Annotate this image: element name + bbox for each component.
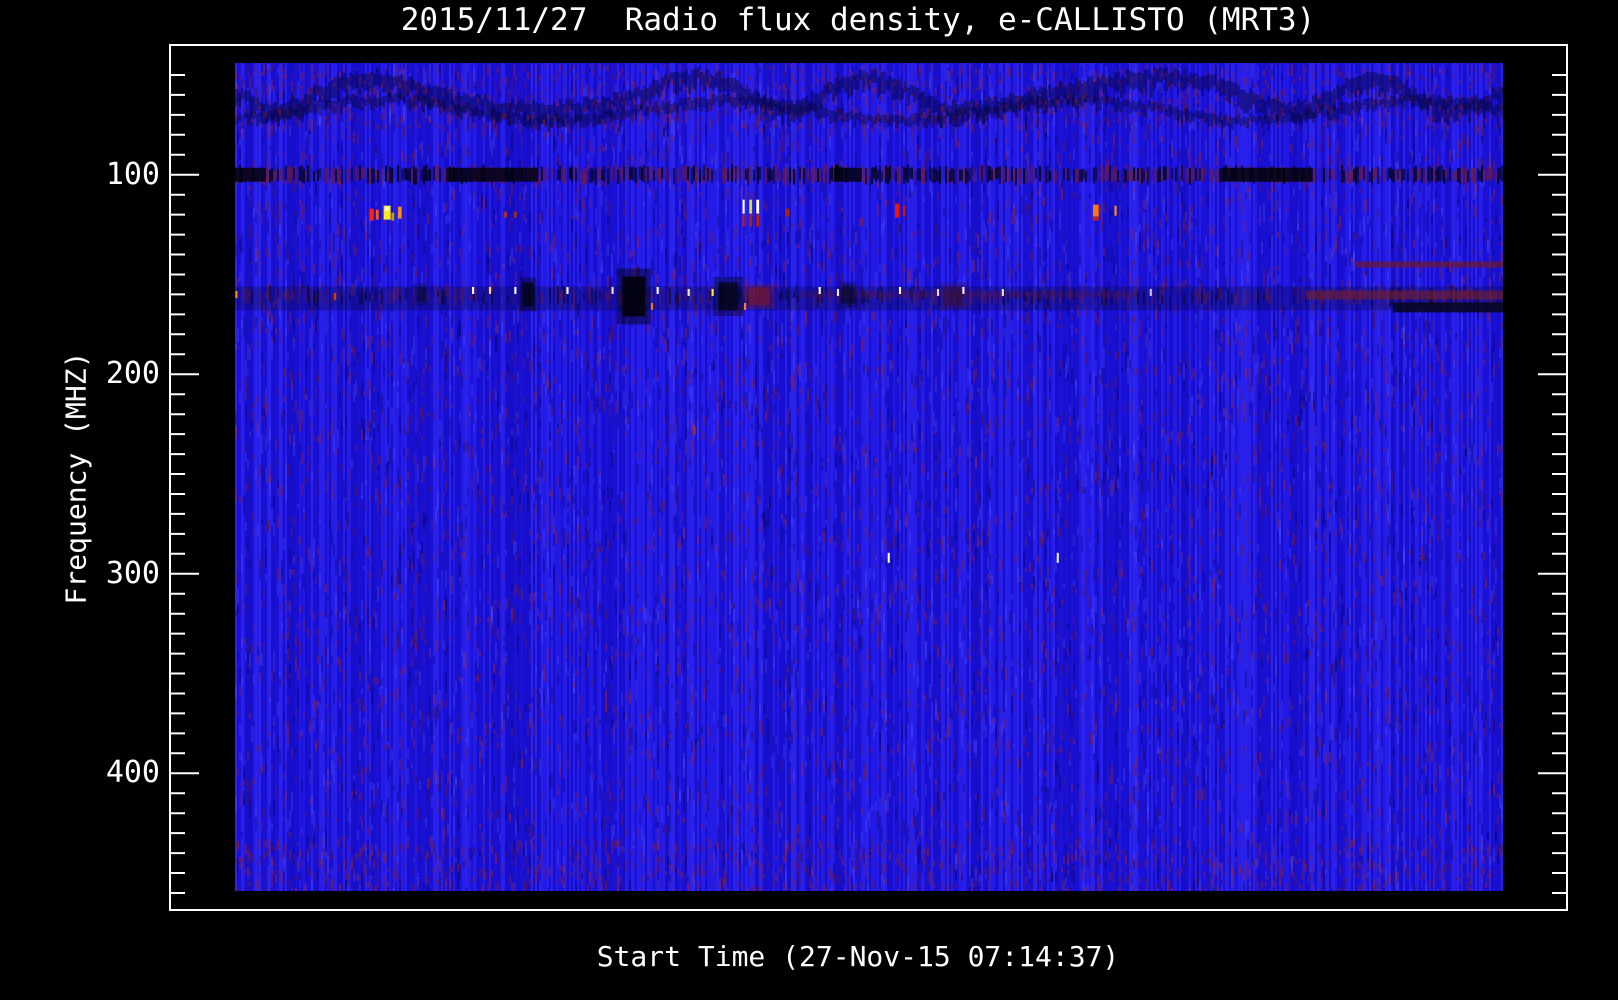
y-axis-label: Frequency (MHZ) [59, 351, 93, 605]
chart-title: 2015/11/27 Radio flux density, e-CALLIST… [400, 2, 1316, 38]
y-tick-label: 100 [105, 156, 160, 192]
spectrogram-image [235, 63, 1503, 891]
x-axis-label: Start Time (27-Nov-15 07:14:37) [596, 940, 1120, 973]
y-tick-label: 400 [105, 755, 160, 791]
y-tick-label: 200 [105, 356, 160, 392]
y-tick-label: 300 [105, 555, 160, 591]
